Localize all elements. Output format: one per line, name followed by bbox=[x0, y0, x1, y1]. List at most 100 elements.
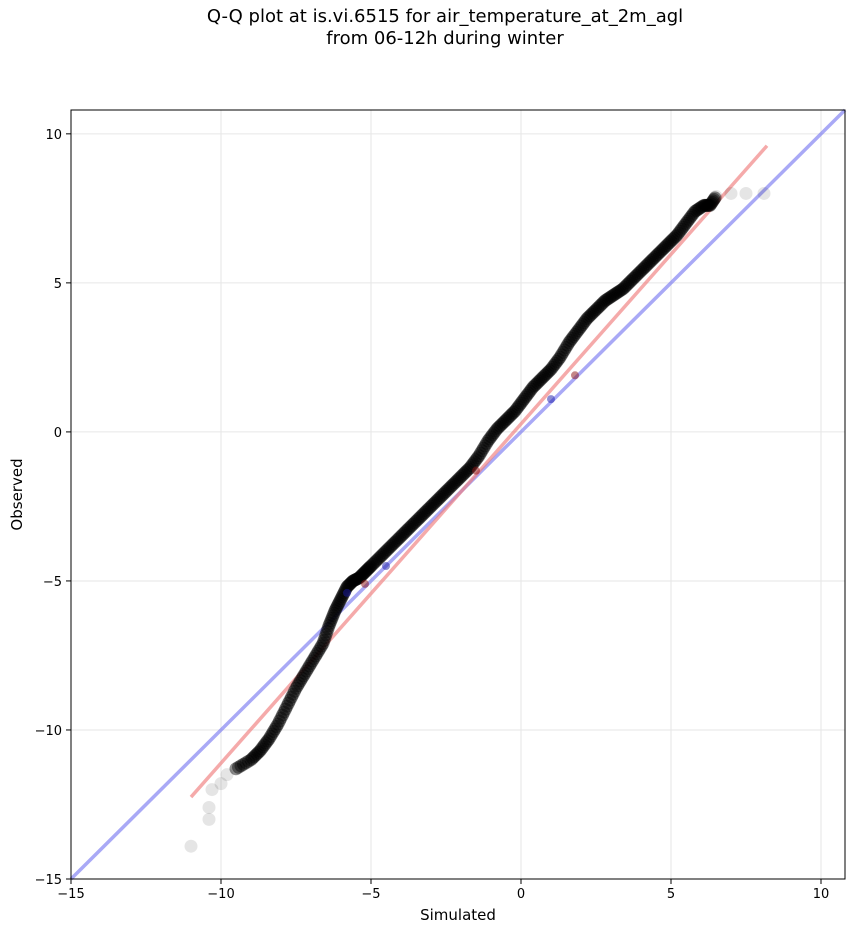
quantile-point bbox=[261, 734, 274, 748]
quantile-point bbox=[457, 467, 471, 481]
quantile-point bbox=[357, 566, 371, 580]
quantile-point bbox=[480, 436, 493, 450]
chart-title-line-1: Q-Q plot at is.vi.6515 for air_temperatu… bbox=[206, 6, 684, 27]
quantile-point bbox=[246, 751, 259, 765]
quantile-point bbox=[346, 574, 360, 588]
quantile-point bbox=[355, 568, 369, 582]
quantile-point bbox=[353, 570, 367, 584]
quantile-point bbox=[469, 453, 483, 467]
quantile-point bbox=[538, 368, 552, 382]
quantile-point bbox=[498, 414, 511, 428]
quantile-point bbox=[523, 384, 537, 398]
quantile-point bbox=[300, 664, 313, 678]
quantile-point bbox=[669, 230, 682, 244]
quantile-point bbox=[460, 464, 474, 478]
quantile-point bbox=[424, 499, 438, 513]
quantile-point bbox=[627, 271, 640, 285]
quantile-point bbox=[360, 563, 374, 577]
quantile-point bbox=[532, 374, 546, 388]
quantile-point bbox=[456, 468, 469, 482]
quantile-point bbox=[600, 293, 613, 307]
quantile-point bbox=[268, 722, 282, 736]
quantile-point bbox=[691, 202, 705, 216]
quantile-point bbox=[451, 473, 465, 487]
quantile-point bbox=[202, 812, 216, 826]
quantile-point bbox=[397, 526, 411, 540]
quantile-point bbox=[696, 199, 709, 213]
quantile-point bbox=[529, 377, 543, 391]
quantile-point bbox=[547, 395, 555, 404]
quantile-point bbox=[694, 200, 708, 214]
quantile-point bbox=[570, 326, 583, 340]
quantile-point bbox=[301, 661, 315, 675]
quantile-point bbox=[688, 204, 702, 218]
quantile-point bbox=[255, 742, 268, 756]
quantile-point bbox=[660, 239, 673, 253]
quantile-point bbox=[333, 594, 347, 608]
quantile-point bbox=[316, 637, 330, 651]
quantile-point bbox=[326, 609, 340, 623]
quantile-point bbox=[684, 210, 697, 224]
quantile-point bbox=[340, 580, 354, 594]
quantile-point bbox=[442, 482, 456, 496]
quantile-point bbox=[253, 744, 267, 758]
quantile-point bbox=[348, 573, 362, 587]
quantile-point bbox=[559, 340, 573, 354]
quantile-point bbox=[594, 298, 607, 312]
quantile-point bbox=[622, 276, 636, 290]
quantile-point bbox=[636, 262, 649, 276]
quantile-point bbox=[362, 561, 376, 575]
quantile-point bbox=[406, 517, 420, 531]
quantile-point bbox=[429, 495, 442, 509]
quantile-point bbox=[427, 496, 441, 510]
quantile-point bbox=[327, 606, 341, 620]
quantile-point bbox=[325, 611, 339, 625]
quantile-point bbox=[520, 388, 534, 402]
quantile-point bbox=[474, 446, 487, 460]
quantile-point bbox=[297, 669, 310, 683]
quantile-point bbox=[613, 284, 627, 298]
quantile-point bbox=[631, 267, 645, 281]
quantile-point bbox=[541, 365, 555, 379]
quantile-point bbox=[321, 622, 335, 636]
quantile-point bbox=[663, 236, 676, 250]
quantile-point bbox=[517, 392, 531, 406]
quantile-point bbox=[549, 356, 562, 370]
quantile-point bbox=[531, 376, 544, 390]
quantile-point bbox=[655, 243, 669, 257]
quantile-point bbox=[242, 754, 255, 768]
quantile-point bbox=[537, 370, 550, 384]
quantile-point bbox=[393, 531, 406, 545]
quantile-point bbox=[435, 489, 448, 503]
quantile-point bbox=[607, 288, 621, 302]
quantile-point bbox=[489, 424, 502, 438]
y-tick-label: −5 bbox=[43, 575, 62, 590]
quantile-point bbox=[373, 550, 387, 564]
quantile-point bbox=[351, 571, 365, 585]
quantile-point bbox=[693, 201, 706, 215]
quantile-point bbox=[522, 386, 535, 400]
quantile-point bbox=[358, 565, 372, 579]
quantile-point bbox=[487, 426, 501, 440]
x-tick-label: 5 bbox=[667, 887, 675, 902]
quantile-point bbox=[676, 220, 690, 234]
quantile-point bbox=[295, 671, 309, 685]
quantile-point bbox=[258, 738, 271, 752]
quantile-point bbox=[462, 462, 475, 476]
quantile-point bbox=[576, 318, 589, 332]
quantile-point bbox=[591, 301, 604, 315]
quantile-point bbox=[399, 525, 412, 539]
quantile-point bbox=[645, 254, 658, 268]
quantile-point bbox=[391, 532, 405, 546]
quantile-point bbox=[249, 748, 262, 762]
quantile-point bbox=[356, 567, 370, 581]
quantile-point bbox=[250, 747, 264, 761]
quantile-point bbox=[450, 474, 463, 488]
quantile-point bbox=[332, 596, 346, 610]
quantile-point bbox=[619, 279, 633, 293]
quantile-point bbox=[361, 579, 369, 588]
quantile-point bbox=[612, 285, 625, 299]
quantile-point bbox=[436, 488, 450, 501]
quantile-point bbox=[277, 705, 291, 719]
quantile-point bbox=[701, 198, 715, 212]
